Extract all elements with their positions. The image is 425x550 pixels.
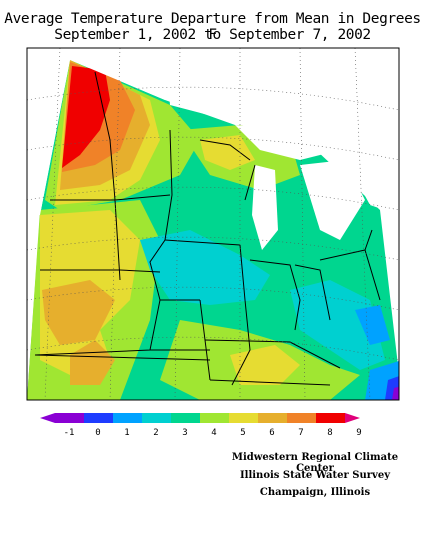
scale-cells <box>55 413 360 423</box>
contour-7-southwest <box>70 340 115 385</box>
scale-label: 1 <box>124 428 129 438</box>
contour-9-north <box>62 66 110 168</box>
map-title-line2: September 1, 2002 to September 7, 2002 <box>54 27 371 43</box>
lake-huron <box>300 160 365 240</box>
scale-label: 3 <box>182 428 187 438</box>
map-border <box>26 47 400 401</box>
contour-3-east <box>290 280 385 370</box>
contour-6-upper-midwest <box>200 135 255 170</box>
canada-outside <box>165 48 399 215</box>
scale-arrow-left <box>40 413 55 423</box>
scale-cell <box>258 413 287 423</box>
scale-cell <box>200 413 229 423</box>
color-scale: -1 0 1 2 3 4 5 6 7 8 9 <box>40 413 362 438</box>
map-field <box>27 48 399 400</box>
scale-labels: -1 0 1 2 3 4 5 6 7 8 9 <box>64 428 362 438</box>
scale-label: -1 <box>64 428 75 438</box>
scale-cell <box>316 413 345 423</box>
scale-label: 2 <box>153 428 158 438</box>
map-title-line1: Average Temperature Departure from Mean … <box>4 11 421 43</box>
scale-arrow-right <box>345 413 360 423</box>
credit-line3: Champaign, Illinois <box>259 487 371 498</box>
scale-cell <box>229 413 258 423</box>
scale-label: 6 <box>269 428 274 438</box>
scale-cell <box>287 413 316 423</box>
contour-neg1-southeast <box>392 386 399 400</box>
credit-line1: Midwestern Regional Climate Center <box>231 452 399 474</box>
scale-label: 7 <box>298 428 303 438</box>
scale-label: 9 <box>356 428 361 438</box>
scale-label: 0 <box>95 428 100 438</box>
contour-3-central <box>140 230 270 305</box>
graticule <box>27 48 399 400</box>
contour-7-west <box>42 280 115 345</box>
contour-2-east <box>355 305 390 345</box>
state-borders <box>34 71 381 386</box>
scale-label: 8 <box>327 428 332 438</box>
scale-label: 5 <box>240 428 245 438</box>
scale-cell <box>171 413 200 423</box>
lake-superior <box>235 125 340 160</box>
west-outside <box>27 48 170 215</box>
scale-cell <box>142 413 171 423</box>
credit-line2: Illinois State Water Survey <box>239 470 391 481</box>
scale-cell <box>84 413 113 423</box>
scale-label: 4 <box>211 428 216 438</box>
lake-michigan <box>252 165 278 250</box>
scale-cell <box>113 413 142 423</box>
scale-cell <box>55 413 84 423</box>
